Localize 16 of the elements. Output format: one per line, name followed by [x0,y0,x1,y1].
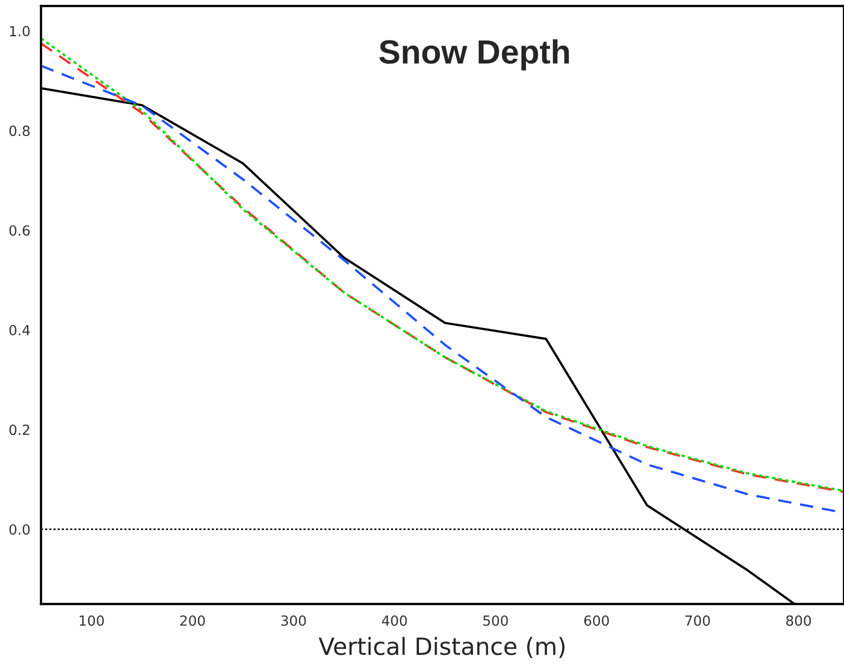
x-tick-label: 500 [483,615,508,626]
x-tick-label: 300 [281,615,306,626]
text: Snow Depth [379,39,569,70]
x-tick-label: 100 [80,615,104,626]
x-tick-label: 800 [786,615,811,626]
y-tick-label: 0.0 [9,524,30,535]
y-tick-label: 0.8 [9,126,30,136]
x-tick-label: 200 [180,615,205,626]
y-tick-label: 0.4 [9,324,30,336]
y-tick-label: 1.0 [10,26,30,36]
y-tick-label: 0.2 [9,424,30,436]
x-tick-label: 600 [584,615,609,626]
y-tick-label: 0.6 [9,225,30,236]
x-tick-label: 700 [685,615,710,626]
x-axis-title: Vertical Distance (m) [318,636,565,658]
x-tick-label: 400 [382,615,407,626]
